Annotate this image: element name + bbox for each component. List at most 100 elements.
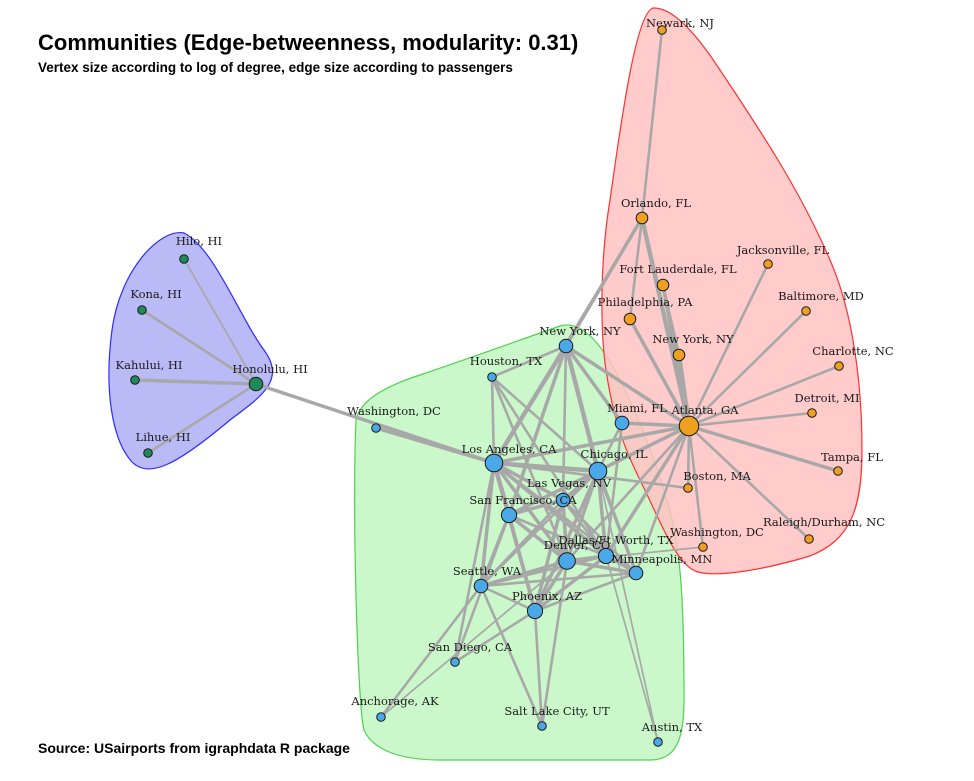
edge-atlanta-philadelphia <box>628 317 691 428</box>
source-caption: Source: USairports from igraphdata R pac… <box>38 740 350 756</box>
edge-dallas-houston <box>490 375 608 558</box>
node-tampa <box>833 466 843 476</box>
node-newark <box>657 25 667 35</box>
edge-dallas-phoenix <box>533 554 608 613</box>
node-detroit <box>807 408 817 418</box>
node-newyork_w <box>558 338 574 354</box>
node-label-lasvegas: Las Vegas, NV <box>527 476 612 490</box>
edge-chicago-houston <box>490 375 600 473</box>
node-label-jacksonville: Jacksonville, FL <box>736 243 830 257</box>
edge-orlando-philadelphia <box>628 216 644 321</box>
node-baltimore <box>801 306 811 316</box>
node-label-ftlauderdale: Fort Lauderdale, FL <box>619 262 737 276</box>
community-hull-east <box>601 7 863 575</box>
edge-denver-phoenix <box>533 559 569 613</box>
edge-phoenix-seattle <box>479 584 537 613</box>
edge-dallas-atlanta <box>604 424 691 558</box>
edge-lasvegas-phoenix <box>533 498 565 613</box>
edge-atlanta-baltimore <box>687 309 808 428</box>
node-hilo <box>179 254 189 264</box>
edge-sanfrancisco-phoenix <box>507 513 537 613</box>
node-label-tampa: Tampa, FL <box>821 450 883 464</box>
graph-edges <box>133 28 841 743</box>
edge-phoenix-minneapolis <box>533 571 638 613</box>
node-label-anchorage: Anchorage, AK <box>350 694 439 708</box>
edge-atlanta-jacksonville <box>687 262 770 428</box>
node-label-honolulu: Honolulu, HI <box>232 362 307 376</box>
edge-ftlauderdale-newyork_e <box>661 283 681 357</box>
node-label-washington_dc_e: Washington, DC <box>670 525 764 539</box>
node-label-orlando: Orlando, FL <box>621 196 691 210</box>
edge-chicago-minneapolis <box>596 469 638 575</box>
node-seattle <box>473 578 489 594</box>
node-label-hilo: Hilo, HI <box>176 234 222 248</box>
edge-atlanta-boston <box>686 424 691 490</box>
node-philadelphia <box>623 312 637 326</box>
edge-honolulu-lihue <box>146 382 258 455</box>
community-hulls <box>108 7 863 761</box>
node-label-philadelphia: Philadelphia, PA <box>598 295 693 309</box>
edge-dallas-seattle <box>479 554 608 588</box>
node-dallas <box>597 547 615 565</box>
edge-lasvegas-minneapolis <box>561 498 638 575</box>
edge-losangeles-denver <box>492 461 569 563</box>
node-houston <box>487 372 497 382</box>
node-miami <box>614 415 630 431</box>
node-newyork_e <box>672 348 686 362</box>
edge-losangeles-seattle <box>479 461 496 588</box>
edge-chicago-newyork_w <box>563 343 601 474</box>
node-lasvegas <box>555 492 571 508</box>
node-label-boston: Boston, MA <box>683 469 751 483</box>
edge-seattle-anchorage <box>379 584 483 719</box>
node-lihue <box>143 448 153 458</box>
node-raleigh <box>804 534 814 544</box>
node-label-kona: Kona, HI <box>130 287 181 301</box>
edge-atlanta-tampa <box>687 424 840 473</box>
edge-atlanta-detroit <box>687 411 814 428</box>
node-anchorage <box>376 712 386 722</box>
edge-dallas-austin <box>605 555 659 743</box>
node-atlanta <box>678 415 700 437</box>
node-label-dallas: Dallas/Ft Worth, TX <box>559 533 675 547</box>
node-label-newyork_w: New York, NY <box>539 324 621 338</box>
node-kahului <box>130 375 140 385</box>
node-label-atlanta: Atlanta, GA <box>671 403 740 417</box>
edge-honolulu-kona <box>140 308 258 386</box>
edge-seattle-saltlake <box>479 584 544 728</box>
node-label-charlotte: Charlotte, NC <box>812 344 894 358</box>
node-chicago <box>588 461 608 481</box>
graph-nodes <box>130 25 844 747</box>
node-charlotte <box>834 361 844 371</box>
edge-miami-atlanta <box>620 421 691 428</box>
edge-denver-houston <box>490 375 569 563</box>
edge-lasvegas-denver <box>561 498 569 563</box>
edge-chicago-atlanta <box>596 424 691 473</box>
edge-losangeles-washington_dc_w <box>374 426 496 465</box>
node-label-denver: Denver, CO <box>544 538 611 552</box>
edge-denver-anchorage <box>380 560 568 718</box>
community-hull-hawaii <box>108 232 274 470</box>
edge-atlanta-charlotte <box>687 364 841 428</box>
node-orlando <box>635 211 649 225</box>
node-label-washington_dc_w: Washington, DC <box>347 404 441 418</box>
edge-sanfrancisco-denver <box>507 513 569 563</box>
edge-newyork_w-lasvegas <box>561 344 568 502</box>
chart-subtitle: Vertex size according to log of degree, … <box>38 60 513 75</box>
node-label-newark: Newark, NJ <box>646 16 714 30</box>
edge-newyork_w-miami <box>564 344 624 425</box>
edge-minneapolis-atlanta <box>634 424 691 575</box>
node-kona <box>137 305 147 315</box>
node-ftlauderdale <box>656 278 670 292</box>
node-losangeles <box>484 453 504 473</box>
node-label-austin: Austin, TX <box>641 720 703 734</box>
node-saltlake <box>537 721 547 731</box>
node-label-chicago: Chicago, IL <box>581 447 648 461</box>
node-boston <box>683 483 693 493</box>
chart-title: Communities (Edge-betweenness, modularit… <box>38 30 579 55</box>
node-label-phoenix: Phoenix, AZ <box>512 589 582 603</box>
edge-losangeles-houston <box>490 375 496 465</box>
node-sandiego <box>450 657 460 667</box>
edge-washington_dc_e-denver <box>566 546 704 562</box>
